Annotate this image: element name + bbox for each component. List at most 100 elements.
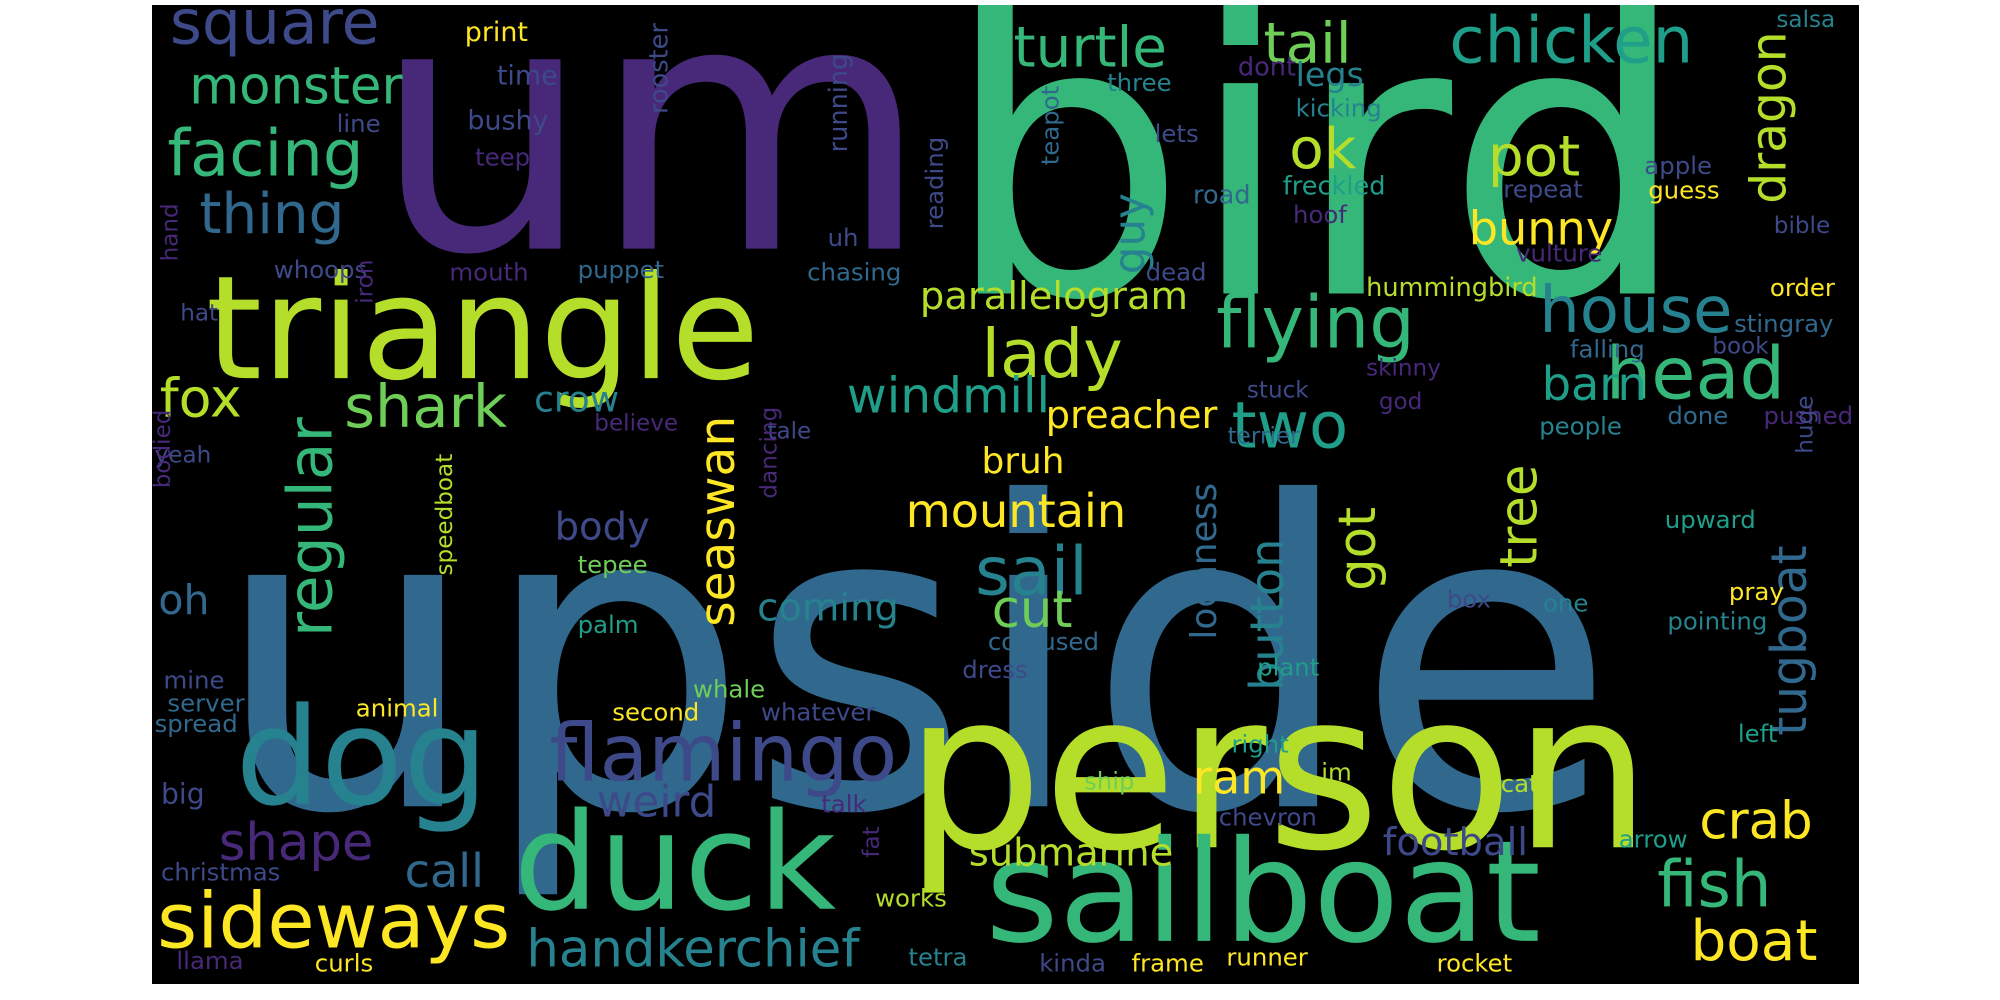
word-head: head [1606, 332, 1785, 416]
word-road: road [1193, 181, 1251, 211]
word-seaswan: seaswan [690, 416, 746, 627]
word-button: button [1240, 539, 1294, 691]
word-boat: boat [1691, 909, 1818, 974]
word-dancing: dancing [756, 407, 782, 499]
word-weird: weird [597, 778, 716, 828]
word-shape: shape [219, 813, 374, 873]
word-skinny: skinny [1366, 356, 1441, 382]
word-sideways: sideways [157, 877, 510, 966]
word-bird: bird [943, 5, 1689, 385]
word-um: um [373, 5, 930, 331]
word-legs: legs [1296, 55, 1364, 94]
word-puppet: puppet [578, 255, 664, 284]
word-pointing: pointing [1667, 606, 1767, 635]
word-server: server [167, 688, 245, 717]
word-house: house [1539, 274, 1732, 348]
word-line: line [337, 109, 381, 138]
word-whale: whale [693, 674, 765, 703]
word-christmas: christmas [161, 858, 280, 887]
word-right: right [1232, 729, 1289, 758]
word-frame: frame [1132, 949, 1204, 978]
word-sail: sail [975, 533, 1088, 611]
word-one: one [1543, 588, 1588, 617]
word-order: order [1770, 273, 1836, 302]
word-llama: llama [176, 946, 243, 975]
word-hoof: hoof [1293, 200, 1348, 229]
word-tale: tale [767, 418, 811, 444]
word-person: person [905, 646, 1652, 899]
word-animal: animal [356, 694, 439, 723]
word-uh: uh [828, 223, 859, 252]
word-mountain: mountain [906, 484, 1126, 538]
word-got: got [1328, 507, 1388, 591]
word-whatever: whatever [761, 697, 876, 726]
word-terrier: terrier [1228, 424, 1300, 450]
word-salsa: salsa [1776, 7, 1835, 33]
word-bushy: bushy [467, 105, 548, 136]
word-football: football [1383, 820, 1528, 865]
word-reading: reading [920, 137, 949, 230]
word-dragon: dragon [1741, 31, 1797, 203]
word-arrow: arrow [1619, 824, 1688, 853]
word-freckled: freckled [1283, 172, 1386, 202]
word-two: two [1232, 389, 1349, 463]
word-curls: curls [315, 949, 373, 978]
word-coming: coming [757, 585, 899, 630]
word-hat: hat [180, 300, 218, 326]
word-pot: pot [1488, 125, 1580, 190]
word-regular: regular [275, 417, 347, 638]
word-palm: palm [578, 610, 639, 639]
word-believe: believe [594, 411, 678, 437]
word-chicken: chicken [1449, 5, 1693, 79]
word-teepee: teepee [475, 142, 560, 171]
word-square: square [170, 5, 380, 59]
word-hand: hand [158, 203, 184, 261]
word-god: god [1379, 389, 1422, 415]
word-crab: crab [1699, 791, 1812, 851]
word-windmill: windmill [847, 369, 1050, 425]
word-upward: upward [1665, 505, 1756, 534]
word-box: box [1447, 585, 1491, 614]
word-tree: tree [1490, 465, 1550, 568]
word-bunny: bunny [1469, 202, 1613, 256]
word-flying: flying [1216, 280, 1415, 364]
word-body: body [555, 505, 650, 550]
word-lets: lets [1155, 119, 1199, 148]
word-bruh: bruh [982, 441, 1065, 482]
word-guess: guess [1648, 176, 1719, 205]
word-repeat: repeat [1503, 174, 1583, 203]
word-runner: runner [1226, 942, 1308, 971]
word-teapot: teapot [1035, 86, 1064, 165]
word-rooster: rooster [644, 23, 674, 114]
word-big: big [161, 778, 205, 811]
word-submarine: submarine [969, 830, 1174, 875]
word-ship: ship [1084, 767, 1134, 796]
word-triangle: triangle [206, 245, 760, 412]
word-huge: huge [1792, 396, 1818, 454]
word-fish: fish [1657, 848, 1771, 922]
word-iron: iron [353, 260, 379, 304]
word-ram: ram [1193, 751, 1285, 805]
word-oh: oh [158, 576, 209, 624]
word-running: running [824, 54, 854, 153]
word-spread: spread [155, 709, 238, 738]
word-kinda: kinda [1039, 949, 1106, 978]
word-tepee: tepee [578, 550, 648, 579]
word-tugboat: tugboat [1762, 545, 1818, 735]
word-bodied: bodied [152, 410, 176, 489]
word-guy: guy [1105, 193, 1155, 274]
word-hummingbird: hummingbird [1366, 273, 1538, 303]
word-parallelogram: parallelogram [920, 274, 1188, 319]
word-dress: dress [962, 655, 1027, 684]
word-vulture: vulture [1516, 238, 1602, 267]
word-yeah: yeah [155, 443, 212, 469]
word-second: second [612, 697, 699, 726]
word-stingray: stingray [1734, 309, 1833, 338]
word-people: people [1539, 412, 1622, 441]
word-facing: facing [167, 118, 363, 192]
word-barn: barn [1542, 357, 1647, 411]
word-book: book [1712, 334, 1769, 360]
word-three: three [1107, 68, 1172, 97]
word-works: works [875, 883, 947, 912]
word-lochness: lochness [1184, 483, 1225, 640]
